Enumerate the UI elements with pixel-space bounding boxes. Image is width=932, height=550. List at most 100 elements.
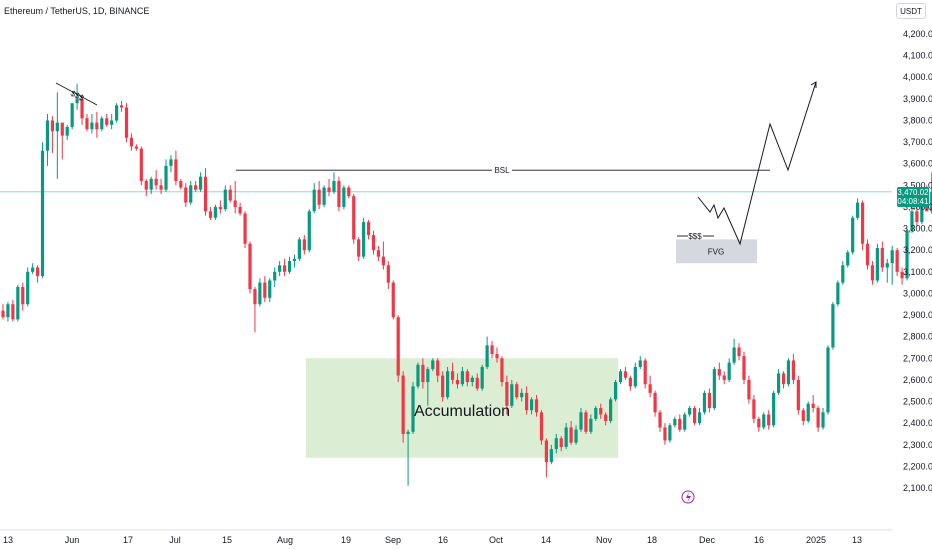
candle-body bbox=[268, 280, 272, 298]
candle-body bbox=[347, 187, 351, 197]
candle-body bbox=[910, 211, 914, 231]
candle-body bbox=[194, 185, 198, 190]
currency-selector[interactable]: USDT bbox=[896, 3, 926, 19]
candle-body bbox=[184, 187, 188, 203]
y-tick-label: 2,500.00 bbox=[903, 397, 932, 407]
candle-body bbox=[613, 382, 618, 400]
candle-body bbox=[791, 360, 795, 380]
candle-body bbox=[75, 98, 79, 104]
candle-body bbox=[297, 239, 301, 259]
candle-body bbox=[332, 181, 336, 192]
y-tick-label: 3,200.00 bbox=[903, 245, 932, 255]
candle-body bbox=[529, 399, 534, 411]
candle-body bbox=[534, 399, 539, 413]
candle-body bbox=[411, 386, 415, 432]
y-tick-label: 2,700.00 bbox=[903, 353, 932, 363]
candle-body bbox=[455, 379, 460, 385]
candle-body bbox=[460, 371, 465, 385]
candle-body bbox=[31, 267, 35, 272]
candle-body bbox=[208, 211, 213, 218]
x-tick-label: 18 bbox=[647, 535, 657, 545]
current-price-value: 3,470.02 bbox=[897, 188, 929, 197]
candle-body bbox=[60, 122, 64, 136]
candle-body bbox=[263, 282, 267, 298]
candle-body bbox=[273, 271, 277, 281]
candle-body bbox=[327, 187, 331, 192]
candle-body bbox=[549, 449, 553, 463]
candle-body bbox=[772, 392, 776, 426]
candle-body bbox=[801, 410, 805, 421]
x-tick-label: Nov bbox=[596, 535, 613, 545]
candle-body bbox=[105, 118, 109, 125]
x-tick-label: 16 bbox=[438, 535, 448, 545]
candle-body bbox=[218, 206, 222, 210]
candle-body bbox=[880, 248, 884, 268]
candle-body bbox=[870, 265, 875, 281]
x-tick-label: 2025 bbox=[806, 535, 826, 545]
candle-body bbox=[500, 358, 504, 383]
candle-body bbox=[599, 408, 603, 415]
candle-body bbox=[920, 204, 924, 223]
fvg-zone bbox=[676, 239, 757, 264]
y-tick-label: 2,900.00 bbox=[903, 310, 932, 320]
candle-body bbox=[915, 211, 919, 223]
candle-body bbox=[475, 377, 479, 389]
candle-body bbox=[95, 122, 99, 130]
candle-body bbox=[70, 103, 74, 127]
candle-body bbox=[618, 371, 623, 383]
candle-body bbox=[885, 263, 889, 268]
x-tick-label: 13 bbox=[852, 535, 862, 545]
y-tick-label: 3,700.00 bbox=[903, 137, 932, 147]
candle-body bbox=[722, 375, 726, 380]
chart-title: Ethereum / TetherUS, 1D, BINANCE bbox=[4, 6, 150, 16]
candle-body bbox=[124, 107, 129, 138]
candle-body bbox=[164, 165, 168, 190]
candle-body bbox=[525, 392, 529, 411]
candle-body bbox=[426, 369, 430, 383]
candle-body bbox=[243, 213, 247, 244]
candle-body bbox=[623, 371, 628, 378]
candle-body bbox=[539, 412, 544, 441]
candle-body bbox=[633, 366, 637, 387]
candle-body bbox=[811, 403, 815, 409]
candle-body bbox=[841, 265, 845, 283]
candle-body bbox=[480, 366, 484, 389]
candle-body bbox=[337, 181, 341, 207]
candle-body bbox=[678, 418, 682, 430]
projection-path bbox=[697, 81, 817, 246]
candle-body bbox=[594, 408, 598, 419]
y-tick-label: 3,100.00 bbox=[903, 267, 932, 277]
candle-body bbox=[806, 403, 810, 421]
candle-body bbox=[16, 286, 20, 320]
candle-body bbox=[554, 438, 558, 450]
candle-body bbox=[851, 217, 855, 253]
candle-body bbox=[732, 347, 736, 363]
candle-body bbox=[752, 399, 756, 419]
lightning-bolt-icon bbox=[686, 492, 691, 503]
candle-body bbox=[431, 360, 435, 370]
candle-body bbox=[80, 98, 84, 119]
candle-body bbox=[856, 202, 860, 218]
candle-body bbox=[816, 408, 820, 428]
current-price-tag: 3,470.02 04:08:41 bbox=[897, 187, 929, 207]
candle-body bbox=[520, 392, 524, 398]
x-tick-label: 15 bbox=[222, 535, 232, 545]
candle-body bbox=[712, 369, 716, 409]
candle-body bbox=[416, 364, 420, 387]
candle-body bbox=[189, 185, 193, 203]
candle-body bbox=[278, 265, 282, 272]
candle-body bbox=[693, 408, 697, 424]
candle-body bbox=[312, 189, 316, 212]
candle-body bbox=[307, 211, 311, 251]
candle-body bbox=[717, 369, 721, 376]
candle-body bbox=[574, 429, 578, 443]
x-tick-label: 19 bbox=[341, 535, 351, 545]
candle-body bbox=[559, 438, 563, 447]
candle-body bbox=[673, 418, 677, 426]
x-tick-label: Oct bbox=[489, 535, 504, 545]
candle-body bbox=[253, 289, 257, 305]
candle-body bbox=[213, 206, 218, 218]
candle-body bbox=[100, 118, 104, 130]
